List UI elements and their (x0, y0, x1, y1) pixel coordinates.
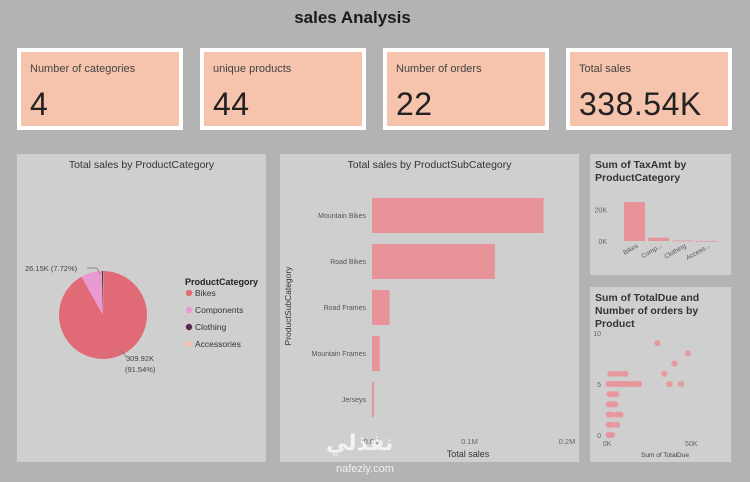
tick-label-y: 20K (595, 208, 608, 215)
tick-label-y: 5 (597, 382, 601, 389)
legend-marker-accessories[interactable] (185, 340, 193, 348)
scatter-point[interactable] (617, 370, 624, 377)
tick-label-x: 50K (685, 441, 698, 448)
scatter-point[interactable] (666, 380, 673, 388)
scatter-point[interactable] (613, 391, 620, 398)
tick-label-x: 0.1M (461, 437, 478, 446)
chart-title: Sum of TotalDue and Number of orders by … (595, 292, 700, 330)
watermark-logo: نفذلي (326, 430, 394, 455)
kpi-value: 338.54K (579, 86, 702, 122)
data-label-bikes-pct: (91.54%) (125, 365, 156, 374)
legend-label-components: Components (195, 305, 243, 315)
bar-bikes[interactable] (624, 202, 645, 241)
scatter-point[interactable] (617, 411, 624, 418)
kpi-label: Number of categories (30, 63, 136, 75)
tick-label-x: Bikes (622, 242, 640, 256)
bar-mountain-bikes[interactable] (372, 198, 544, 233)
scatter-point[interactable] (684, 350, 692, 357)
legend-marker-clothing[interactable] (185, 323, 193, 331)
watermark-url: nafezly.com (336, 463, 394, 475)
tick-label-y: 0K (598, 239, 607, 246)
bar-mountain-frames[interactable] (372, 336, 380, 371)
scatter-point[interactable] (678, 380, 685, 388)
tick-label-y: Mountain Frames (312, 351, 367, 358)
kpi-label: Number of orders (396, 63, 482, 75)
scatter-point[interactable] (612, 370, 619, 377)
tick-label-x: 0.2M (559, 437, 576, 446)
chart-title: Total sales by ProductSubCategory (347, 159, 512, 171)
scatter-point[interactable] (607, 370, 614, 377)
tick-label-x: 0K (603, 441, 612, 448)
scatter-point[interactable] (622, 370, 629, 377)
kpi-value: 44 (213, 86, 250, 122)
bar-access[interactable] (696, 240, 717, 242)
tick-label-x: Access... (685, 243, 712, 262)
bar-road-bikes[interactable] (372, 244, 495, 279)
tick-label-y: 10 (593, 331, 601, 338)
leader-line-components[interactable] (87, 267, 101, 275)
pie-chart-panel[interactable]: Total sales by ProductCategory ProductCa… (17, 154, 266, 462)
scatter-point[interactable] (608, 411, 616, 418)
kpi-label: unique products (213, 63, 292, 75)
tick-label-y: Jerseys (342, 397, 367, 404)
page-title: sales Analysis (294, 8, 411, 27)
scatter-point[interactable] (661, 370, 668, 377)
subcategory-bar-panel[interactable]: Total sales by ProductSubCategory Produc… (280, 154, 579, 462)
kpi-value: 22 (396, 86, 433, 122)
data-label-components: 26.15K (7.72%) (25, 264, 78, 273)
scatter-point[interactable] (608, 431, 616, 439)
leader-line-bikes[interactable] (120, 349, 128, 359)
chart-title: Sum of TaxAmt by ProductCategory (595, 159, 687, 184)
pie-slice-bikes[interactable] (58, 271, 147, 359)
pie-slice-accessories[interactable] (103, 271, 104, 315)
scatter-point[interactable] (612, 401, 619, 408)
legend-title: ProductCategory (185, 277, 258, 287)
tick-label-x: Clothing (663, 242, 687, 260)
pie-slice-components[interactable] (81, 271, 103, 315)
x-axis-label: Sum of TotalDue (641, 452, 689, 459)
bar-jerseys[interactable] (372, 382, 374, 417)
kpi-value: 4 (30, 86, 49, 122)
legend-label-clothing: Clothing (195, 322, 226, 332)
tick-label-y: Mountain Bikes (318, 213, 366, 220)
data-label-bikes-value: 309.92K (126, 354, 154, 363)
scatter-point[interactable] (614, 421, 621, 428)
bar-road-frames[interactable] (372, 290, 390, 325)
scatter-chart[interactable]: Sum of TotalDue 0 5 10 0K 50K (590, 287, 731, 462)
kpi-card-total-sales[interactable]: Total sales 338.54K (566, 48, 732, 130)
legend-label-bikes: Bikes (195, 288, 216, 298)
scatter-point[interactable] (671, 360, 678, 367)
bar-clothing[interactable] (672, 240, 693, 242)
y-axis-label: ProductSubCategory (283, 266, 293, 346)
tick-label-y: Road Frames (324, 305, 367, 312)
subcategory-bar-chart[interactable]: ProductSubCategory Total sales Mountain … (280, 154, 579, 462)
scatter-point[interactable] (635, 380, 643, 388)
legend-marker-bikes[interactable] (185, 289, 193, 297)
kpi-label: Total sales (579, 63, 631, 75)
scatter-point[interactable] (608, 421, 616, 428)
x-axis-label: Total sales (447, 449, 490, 459)
scatter-panel[interactable]: Sum of TotalDue and Number of orders by … (590, 287, 731, 462)
kpi-card-unique-products[interactable]: unique products 44 (200, 48, 366, 130)
tick-label-y: Road Bikes (330, 259, 366, 266)
kpi-card-orders[interactable]: Number of orders 22 (383, 48, 549, 130)
tick-label-x: 0.0M (364, 437, 381, 446)
tick-label-x: Comp... (640, 243, 663, 261)
tick-label-y: 0 (597, 433, 601, 440)
chart-title: Total sales by ProductCategory (68, 159, 215, 171)
kpi-card-categories[interactable]: Number of categories 4 (17, 48, 183, 130)
bar-comp[interactable] (648, 237, 669, 241)
pie-slice-clothing[interactable] (101, 271, 104, 315)
scatter-point[interactable] (654, 340, 661, 347)
legend-label-accessories: Accessories (195, 339, 241, 349)
legend-marker-components[interactable] (185, 306, 193, 314)
pie-chart[interactable]: ProductCategory 26.15K (7.72%) 309.92K (… (17, 154, 266, 462)
tax-bar-panel[interactable]: Sum of TaxAmt by ProductCategory Bikes Co… (590, 154, 731, 275)
